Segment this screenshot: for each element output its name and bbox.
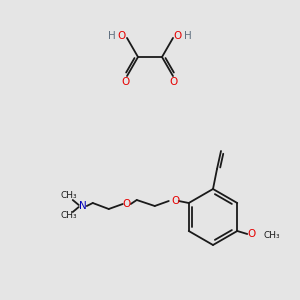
Text: H: H xyxy=(184,31,192,41)
Text: N: N xyxy=(79,201,87,211)
Text: O: O xyxy=(172,196,180,206)
Text: O: O xyxy=(247,229,255,239)
Text: O: O xyxy=(122,77,130,87)
Text: O: O xyxy=(170,77,178,87)
Text: H: H xyxy=(108,31,116,41)
Text: O: O xyxy=(123,199,131,209)
Text: CH₃: CH₃ xyxy=(60,212,77,220)
Text: CH₃: CH₃ xyxy=(60,191,77,200)
Text: CH₃: CH₃ xyxy=(263,230,280,239)
Text: O: O xyxy=(118,31,126,41)
Text: O: O xyxy=(173,31,181,41)
